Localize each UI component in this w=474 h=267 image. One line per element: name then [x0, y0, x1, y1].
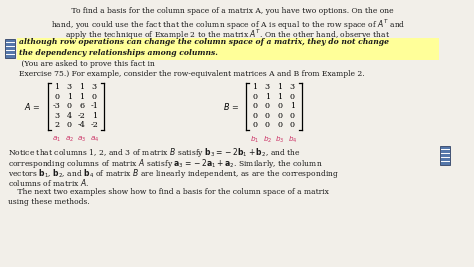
- Bar: [18, 37, 438, 60]
- Text: 0: 0: [252, 121, 257, 129]
- Text: 6: 6: [79, 102, 84, 110]
- Text: $b_1$: $b_1$: [250, 135, 259, 145]
- Text: 0: 0: [67, 121, 72, 129]
- Text: -1: -1: [91, 102, 98, 110]
- Text: 0: 0: [252, 93, 257, 101]
- FancyBboxPatch shape: [5, 38, 15, 57]
- Text: 1: 1: [79, 83, 84, 91]
- Text: -2: -2: [78, 112, 86, 120]
- Text: $b_3$: $b_3$: [275, 135, 284, 145]
- Text: 2: 2: [54, 121, 59, 129]
- Text: 0: 0: [277, 121, 283, 129]
- Text: vectors $\mathbf{b}_1$, $\mathbf{b}_2$, and $\mathbf{b}_4$ of matrix $B$ are lin: vectors $\mathbf{b}_1$, $\mathbf{b}_2$, …: [8, 167, 339, 180]
- Text: 3: 3: [91, 83, 97, 91]
- Text: 1: 1: [67, 93, 72, 101]
- Text: -3: -3: [53, 102, 61, 110]
- Text: 0: 0: [252, 102, 257, 110]
- Text: 1: 1: [277, 93, 283, 101]
- Text: $A$ =: $A$ =: [24, 101, 40, 112]
- Text: columns of matrix $A$.: columns of matrix $A$.: [8, 178, 89, 189]
- Text: 0: 0: [277, 112, 283, 120]
- Text: 3: 3: [67, 83, 72, 91]
- Text: $B$ =: $B$ =: [223, 101, 238, 112]
- Text: To find a basis for the column space of a matrix A, you have two options. On the: To find a basis for the column space of …: [62, 7, 394, 15]
- Text: 0: 0: [265, 102, 270, 110]
- Text: Notice that columns 1, 2, and 3 of matrix $B$ satisfy $\mathbf{b}_3 = -2\mathbf{: Notice that columns 1, 2, and 3 of matri…: [8, 146, 301, 159]
- Text: apply the technique of Example 2 to the matrix $A^T$. On the other hand, observe: apply the technique of Example 2 to the …: [65, 28, 391, 42]
- FancyBboxPatch shape: [439, 146, 450, 165]
- Text: 0: 0: [54, 93, 59, 101]
- Text: 1: 1: [290, 102, 295, 110]
- Text: hand, you could use the fact that the column space of A is equal to the row spac: hand, you could use the fact that the co…: [51, 18, 405, 32]
- Text: 0: 0: [290, 93, 295, 101]
- Text: $a_2$: $a_2$: [65, 135, 74, 144]
- Text: 3: 3: [290, 83, 295, 91]
- Text: 0: 0: [92, 93, 97, 101]
- Text: corresponding columns of matrix $A$ satisfy $\mathbf{a}_3 = -2\mathbf{a}_1 + \ma: corresponding columns of matrix $A$ sati…: [8, 156, 322, 170]
- Text: 0: 0: [67, 102, 72, 110]
- Text: $b_4$: $b_4$: [288, 135, 297, 145]
- Text: 0: 0: [290, 121, 295, 129]
- Text: the dependency relationships among columns.: the dependency relationships among colum…: [19, 49, 218, 57]
- Text: 3: 3: [54, 112, 59, 120]
- Text: although row operations can change the column space of a matrix, they do not cha: although row operations can change the c…: [19, 38, 389, 46]
- Text: 0: 0: [252, 112, 257, 120]
- Text: 1: 1: [265, 93, 270, 101]
- Text: 1: 1: [54, 83, 59, 91]
- Text: -4: -4: [78, 121, 86, 129]
- Text: using these methods.: using these methods.: [8, 198, 90, 206]
- Text: 1: 1: [91, 112, 97, 120]
- Text: 0: 0: [265, 121, 270, 129]
- Text: 4: 4: [67, 112, 72, 120]
- Text: $a_4$: $a_4$: [90, 135, 99, 144]
- Text: 1: 1: [252, 83, 257, 91]
- Text: 0: 0: [290, 112, 295, 120]
- Text: -2: -2: [91, 121, 98, 129]
- Text: 0: 0: [265, 112, 270, 120]
- Text: $b_2$: $b_2$: [263, 135, 272, 145]
- Text: $a_3$: $a_3$: [77, 135, 86, 144]
- Text: The next two examples show how to find a basis for the column space of a matrix: The next two examples show how to find a…: [8, 188, 328, 196]
- Text: 1: 1: [277, 83, 283, 91]
- Text: 1: 1: [79, 93, 84, 101]
- Text: $a_1$: $a_1$: [52, 135, 61, 144]
- Text: 0: 0: [277, 102, 283, 110]
- Text: 3: 3: [265, 83, 270, 91]
- Text: (You are asked to prove this fact in: (You are asked to prove this fact in: [19, 60, 155, 68]
- Text: Exercise 75.) For example, consider the row-equivalent matrices A and B from Exa: Exercise 75.) For example, consider the …: [19, 70, 365, 78]
